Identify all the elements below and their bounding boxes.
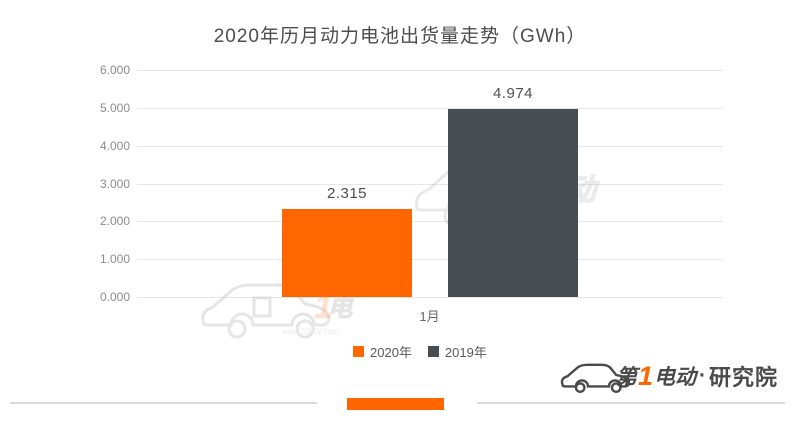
legend: 2020年 2019年 <box>353 342 487 361</box>
y-axis-tick-label: 2.000 <box>99 214 130 228</box>
bar-2019年 <box>448 109 578 297</box>
chart-title: 2020年历月动力电池出货量走势（GWh） <box>213 26 587 47</box>
gridline-4.000 <box>137 146 723 147</box>
y-axis-tick-label: 4.000 <box>99 139 130 153</box>
gridline-2.000 <box>137 221 723 222</box>
y-axis-tick-label: 1.000 <box>99 252 130 266</box>
footer-accent-bar <box>347 398 444 410</box>
legend-swatch-icon <box>427 346 439 357</box>
brand-separator-dot: · <box>698 364 706 387</box>
bar-value-label-2019年: 4.974 <box>492 85 534 102</box>
legend-label: 2019年 <box>444 345 487 360</box>
brand-text-suffix: 研究院 <box>708 365 778 390</box>
footer-divider-left <box>10 402 317 404</box>
footer-divider-right <box>477 402 785 404</box>
brand-logo: 第 1 电动 · 研究院 <box>558 357 778 395</box>
legend-swatch-icon <box>353 346 364 357</box>
x-axis-category-label: 1月 <box>419 309 440 324</box>
gridline-1.000 <box>137 259 723 260</box>
watermark-url: www.D1EV.com <box>281 327 339 336</box>
legend-item-2020年: 2020年 <box>353 342 412 361</box>
gridline-3.000 <box>137 184 723 185</box>
legend-item-2019年: 2019年 <box>427 342 487 361</box>
brand-text-one: 1 <box>637 360 653 391</box>
bar-2020年 <box>282 209 412 297</box>
legend-label: 2020年 <box>370 345 412 360</box>
y-axis-tick-label: 6.000 <box>99 63 130 77</box>
y-axis-tick-label: 0.000 <box>99 290 130 304</box>
y-axis-tick-label: 3.000 <box>99 177 130 191</box>
y-axis-tick-label: 5.000 <box>99 101 130 115</box>
gridline-6.000 <box>137 70 723 71</box>
gridline-5.000 <box>137 108 723 109</box>
car-icon <box>560 363 630 393</box>
gridline-0.000 <box>137 297 723 298</box>
brand-text-post: 电动 <box>653 366 696 389</box>
bar-value-label-2020年: 2.315 <box>326 185 368 202</box>
